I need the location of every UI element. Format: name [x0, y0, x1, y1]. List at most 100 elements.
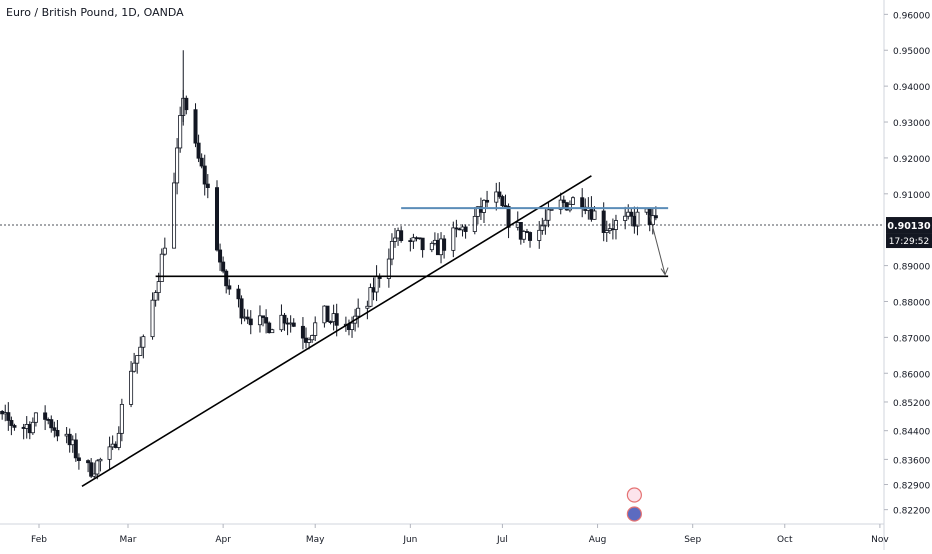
candle-body [389, 240, 394, 260]
candle-body [227, 285, 232, 290]
candle-body [153, 292, 158, 301]
candle-body [454, 227, 459, 230]
x-tick-label: Feb [31, 535, 47, 545]
candle-body [494, 191, 499, 203]
candle-body [429, 242, 434, 251]
y-tick-label: 0.86000 [893, 370, 930, 380]
candle-body [92, 473, 97, 477]
event-icon [626, 506, 642, 522]
candle-body [162, 247, 167, 255]
candle-body [485, 199, 490, 203]
candle-body [540, 225, 545, 231]
candle-body [76, 457, 81, 461]
candle-body [239, 298, 244, 319]
y-tick-label: 0.85200 [893, 399, 930, 409]
y-tick-label: 0.82900 [893, 482, 930, 492]
candle-body [119, 403, 124, 434]
candle-body [356, 307, 361, 317]
candle-body [310, 335, 315, 341]
candle-body [399, 230, 404, 241]
candle-body [350, 322, 355, 331]
candle-body [463, 226, 468, 232]
candle-body [218, 249, 223, 263]
candle-body [73, 439, 78, 459]
candle-body [9, 420, 14, 426]
candle-body [129, 370, 134, 405]
candle-body [196, 142, 201, 159]
arrow-head [660, 267, 669, 276]
chart-title: Euro / British Pound, 1D, OANDA [6, 6, 184, 19]
x-tick-label: Sep [684, 535, 701, 545]
candle-body [300, 325, 305, 339]
candle-body [86, 460, 91, 464]
candle-body [184, 97, 189, 111]
candle-body [451, 227, 456, 251]
last-price-label: 0.90130 [887, 221, 931, 232]
candle-body [420, 237, 425, 251]
candle-body [365, 305, 370, 309]
y-tick-label: 0.87000 [893, 334, 930, 344]
candle-body [224, 270, 229, 287]
candle-body [386, 258, 391, 279]
candle-body [561, 199, 566, 204]
countdown-box [886, 233, 932, 249]
candle-body [543, 219, 548, 227]
candle-body [12, 425, 17, 428]
y-tick-label: 0.96000 [893, 11, 930, 21]
candle-body [442, 238, 447, 251]
candle-body [221, 261, 226, 272]
candle-body [328, 321, 333, 323]
candle-body [500, 196, 505, 207]
candle-body [67, 433, 72, 446]
candle-body [6, 412, 11, 421]
candle-body [30, 421, 35, 434]
x-tick-label: Nov [871, 535, 889, 545]
y-tick-label: 0.95000 [893, 47, 930, 57]
candle-body [571, 197, 576, 205]
candle-body [33, 412, 38, 423]
candle-body [392, 237, 397, 242]
candle-body [55, 430, 60, 437]
candle-body [175, 147, 180, 184]
y-tick-label: 0.88000 [893, 298, 930, 308]
candle-body [245, 316, 250, 320]
arrow-line [649, 215, 666, 275]
candle-body [248, 318, 253, 326]
candle-body [156, 281, 161, 293]
candle-body [558, 199, 563, 210]
candle-body [193, 109, 198, 144]
candle-body [291, 322, 296, 327]
candle-body [528, 232, 533, 241]
candle-body [267, 322, 272, 334]
candle-body [282, 314, 287, 324]
x-tick-label: Aug [589, 535, 607, 545]
countdown-label: 17:29:52 [889, 237, 929, 247]
candle-body [43, 412, 48, 420]
candle-body [481, 199, 486, 213]
candle-body [368, 287, 373, 307]
candle-body [472, 215, 477, 232]
candle-body [592, 210, 597, 220]
candle-body [601, 210, 606, 233]
candle-body [313, 322, 318, 336]
candle-body [270, 329, 275, 334]
candle-body [521, 231, 526, 240]
candle-body [334, 313, 339, 326]
candle-body [546, 209, 551, 221]
y-tick-label: 0.93000 [893, 119, 930, 129]
x-tick-label: Oct [777, 535, 793, 545]
candle-body [199, 157, 204, 167]
candle-body [98, 458, 103, 462]
candle-body [411, 237, 416, 242]
candle-body [635, 211, 640, 227]
candle-body [89, 462, 94, 477]
candle-body [264, 317, 269, 324]
candle-body [629, 211, 634, 217]
candle-body [95, 460, 100, 475]
candle-body [524, 231, 529, 233]
trendline [81, 175, 592, 487]
candle-body [580, 197, 585, 208]
y-tick-label: 0.91000 [893, 191, 930, 201]
